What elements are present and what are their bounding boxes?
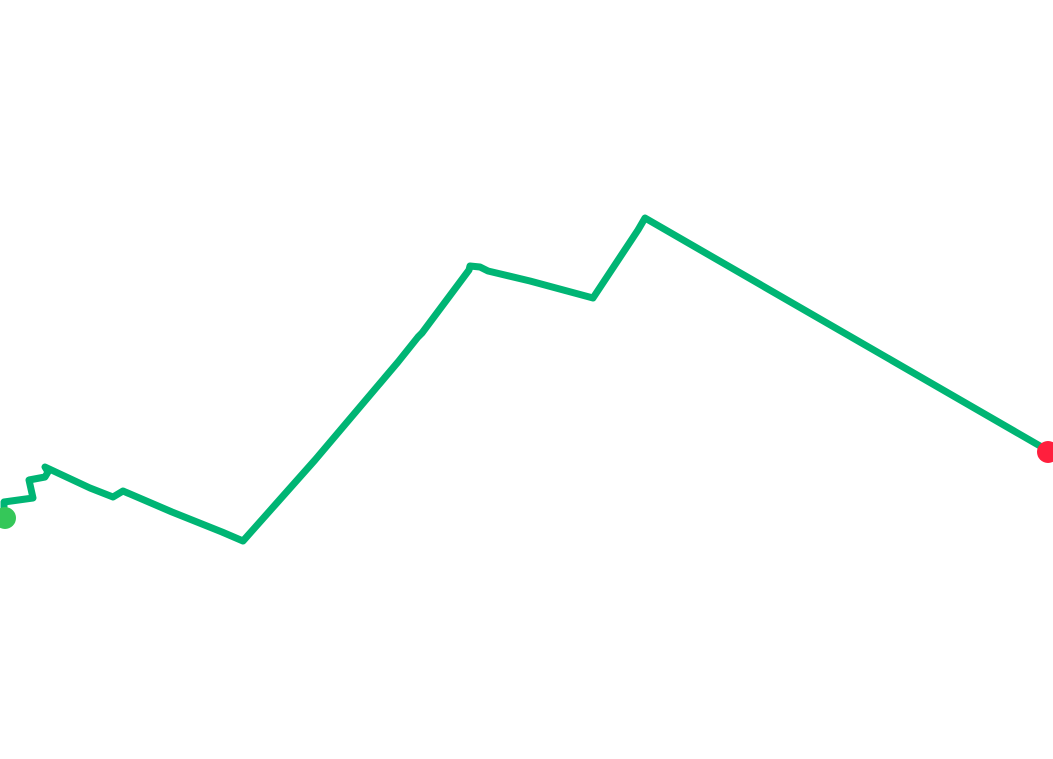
end-marker-icon[interactable] <box>1037 441 1053 463</box>
start-marker-icon[interactable] <box>0 507 16 529</box>
route-line <box>0 214 1051 545</box>
